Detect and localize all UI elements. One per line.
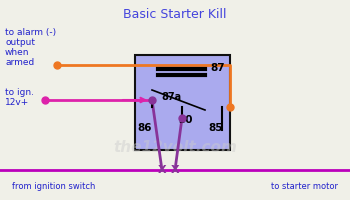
Text: to alarm (-): to alarm (-) — [5, 28, 56, 37]
Text: 85: 85 — [208, 123, 223, 133]
Bar — [135, 55, 230, 150]
Text: armed: armed — [5, 58, 34, 67]
Text: 87: 87 — [210, 63, 225, 73]
Text: X: X — [158, 165, 166, 175]
Text: to ign.: to ign. — [5, 88, 34, 97]
Text: Basic Starter Kill: Basic Starter Kill — [123, 8, 227, 21]
Text: from ignition switch: from ignition switch — [12, 182, 95, 191]
Text: 30: 30 — [178, 115, 193, 125]
Text: the12volt.com: the12volt.com — [113, 140, 237, 156]
Text: to starter motor: to starter motor — [271, 182, 338, 191]
Text: 12v+: 12v+ — [5, 98, 29, 107]
Text: 86: 86 — [137, 123, 152, 133]
Text: output: output — [5, 38, 35, 47]
Text: X: X — [171, 165, 179, 175]
Text: 87a: 87a — [161, 92, 181, 102]
Text: when: when — [5, 48, 29, 57]
